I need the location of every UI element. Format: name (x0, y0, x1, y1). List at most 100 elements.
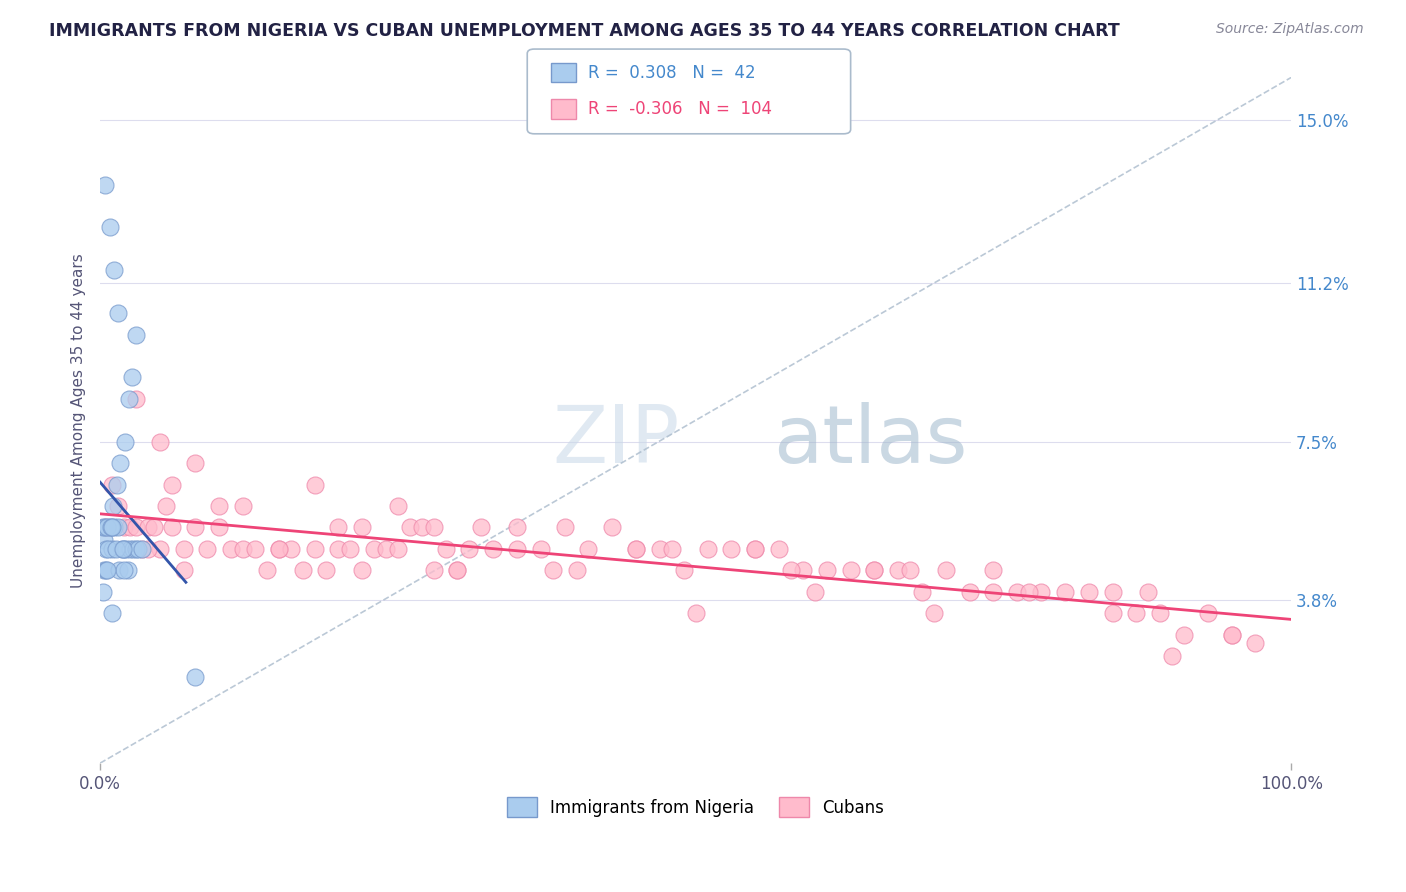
Point (243, 541, 266, 556)
Point (94, 178, 117, 192)
Point (422, 520, 444, 534)
Point (93, 563, 115, 577)
Point (125, 541, 148, 556)
Point (103, 499, 125, 513)
Point (232, 499, 254, 513)
Point (101, 541, 124, 556)
Point (101, 520, 124, 534)
Point (96, 520, 118, 534)
Point (446, 563, 468, 577)
Point (114, 434, 136, 449)
Point (104, 541, 127, 556)
Point (101, 477, 124, 491)
Point (959, 584, 981, 599)
Point (125, 327, 148, 342)
Point (624, 541, 647, 556)
Point (142, 520, 165, 534)
Point (184, 456, 207, 470)
Point (118, 520, 141, 534)
Point (103, 263, 125, 277)
Point (155, 499, 177, 513)
Point (352, 563, 374, 577)
Point (328, 541, 350, 556)
Point (315, 563, 337, 577)
Point (267, 541, 290, 556)
Point (506, 541, 529, 556)
Point (887, 563, 910, 577)
Point (1197, 606, 1219, 620)
Point (94, 541, 117, 556)
Point (111, 541, 134, 556)
Point (112, 563, 135, 577)
Point (470, 520, 492, 534)
Point (91, 584, 114, 599)
Point (112, 541, 135, 556)
Point (720, 541, 742, 556)
Point (898, 563, 921, 577)
Point (780, 563, 803, 577)
Point (136, 520, 159, 534)
Point (387, 541, 409, 556)
Point (91, 520, 114, 534)
Point (1161, 648, 1184, 663)
Point (1007, 584, 1029, 599)
Point (112, 520, 135, 534)
Point (375, 541, 398, 556)
Point (96, 563, 118, 577)
Point (1125, 606, 1147, 620)
Point (744, 541, 766, 556)
Point (792, 563, 814, 577)
Point (184, 520, 207, 534)
Point (648, 541, 671, 556)
Point (219, 541, 242, 556)
Point (93, 533, 115, 548)
Point (1029, 584, 1052, 599)
Text: ZIP: ZIP (553, 402, 681, 480)
Point (922, 606, 945, 620)
Point (118, 392, 141, 406)
Point (911, 584, 934, 599)
Point (184, 670, 207, 684)
Point (94, 520, 117, 534)
Point (434, 541, 457, 556)
Point (352, 520, 374, 534)
Point (541, 563, 564, 577)
Point (1220, 627, 1243, 641)
Point (387, 499, 409, 513)
Point (121, 370, 143, 384)
Point (131, 541, 153, 556)
Point (1077, 584, 1099, 599)
Point (422, 563, 444, 577)
Y-axis label: Unemployment Among Ages 35 to 44 years: Unemployment Among Ages 35 to 44 years (72, 253, 86, 588)
Point (744, 541, 766, 556)
Point (398, 520, 420, 534)
Point (363, 541, 385, 556)
Point (1220, 627, 1243, 641)
Point (696, 541, 718, 556)
Point (149, 541, 172, 556)
Point (107, 520, 129, 534)
Point (149, 434, 172, 449)
Point (173, 563, 195, 577)
Text: Source: ZipAtlas.com: Source: ZipAtlas.com (1216, 22, 1364, 37)
Point (100, 520, 122, 534)
Point (280, 541, 302, 556)
Point (256, 563, 278, 577)
Point (661, 541, 683, 556)
Point (97, 541, 120, 556)
Point (101, 606, 124, 620)
Point (1053, 584, 1076, 599)
Point (935, 563, 957, 577)
Point (94, 563, 117, 577)
Text: IMMIGRANTS FROM NIGERIA VS CUBAN UNEMPLOYMENT AMONG AGES 35 TO 44 YEARS CORRELAT: IMMIGRANTS FROM NIGERIA VS CUBAN UNEMPLO… (49, 22, 1121, 40)
Point (411, 520, 433, 534)
Point (1018, 584, 1040, 599)
Point (1101, 584, 1123, 599)
Legend: Immigrants from Nigeria, Cubans: Immigrants from Nigeria, Cubans (501, 791, 891, 823)
Point (1101, 606, 1123, 620)
Text: atlas: atlas (773, 402, 967, 480)
Point (122, 541, 145, 556)
Point (232, 541, 254, 556)
Text: R =  0.308   N =  42: R = 0.308 N = 42 (588, 63, 755, 81)
Point (863, 563, 886, 577)
